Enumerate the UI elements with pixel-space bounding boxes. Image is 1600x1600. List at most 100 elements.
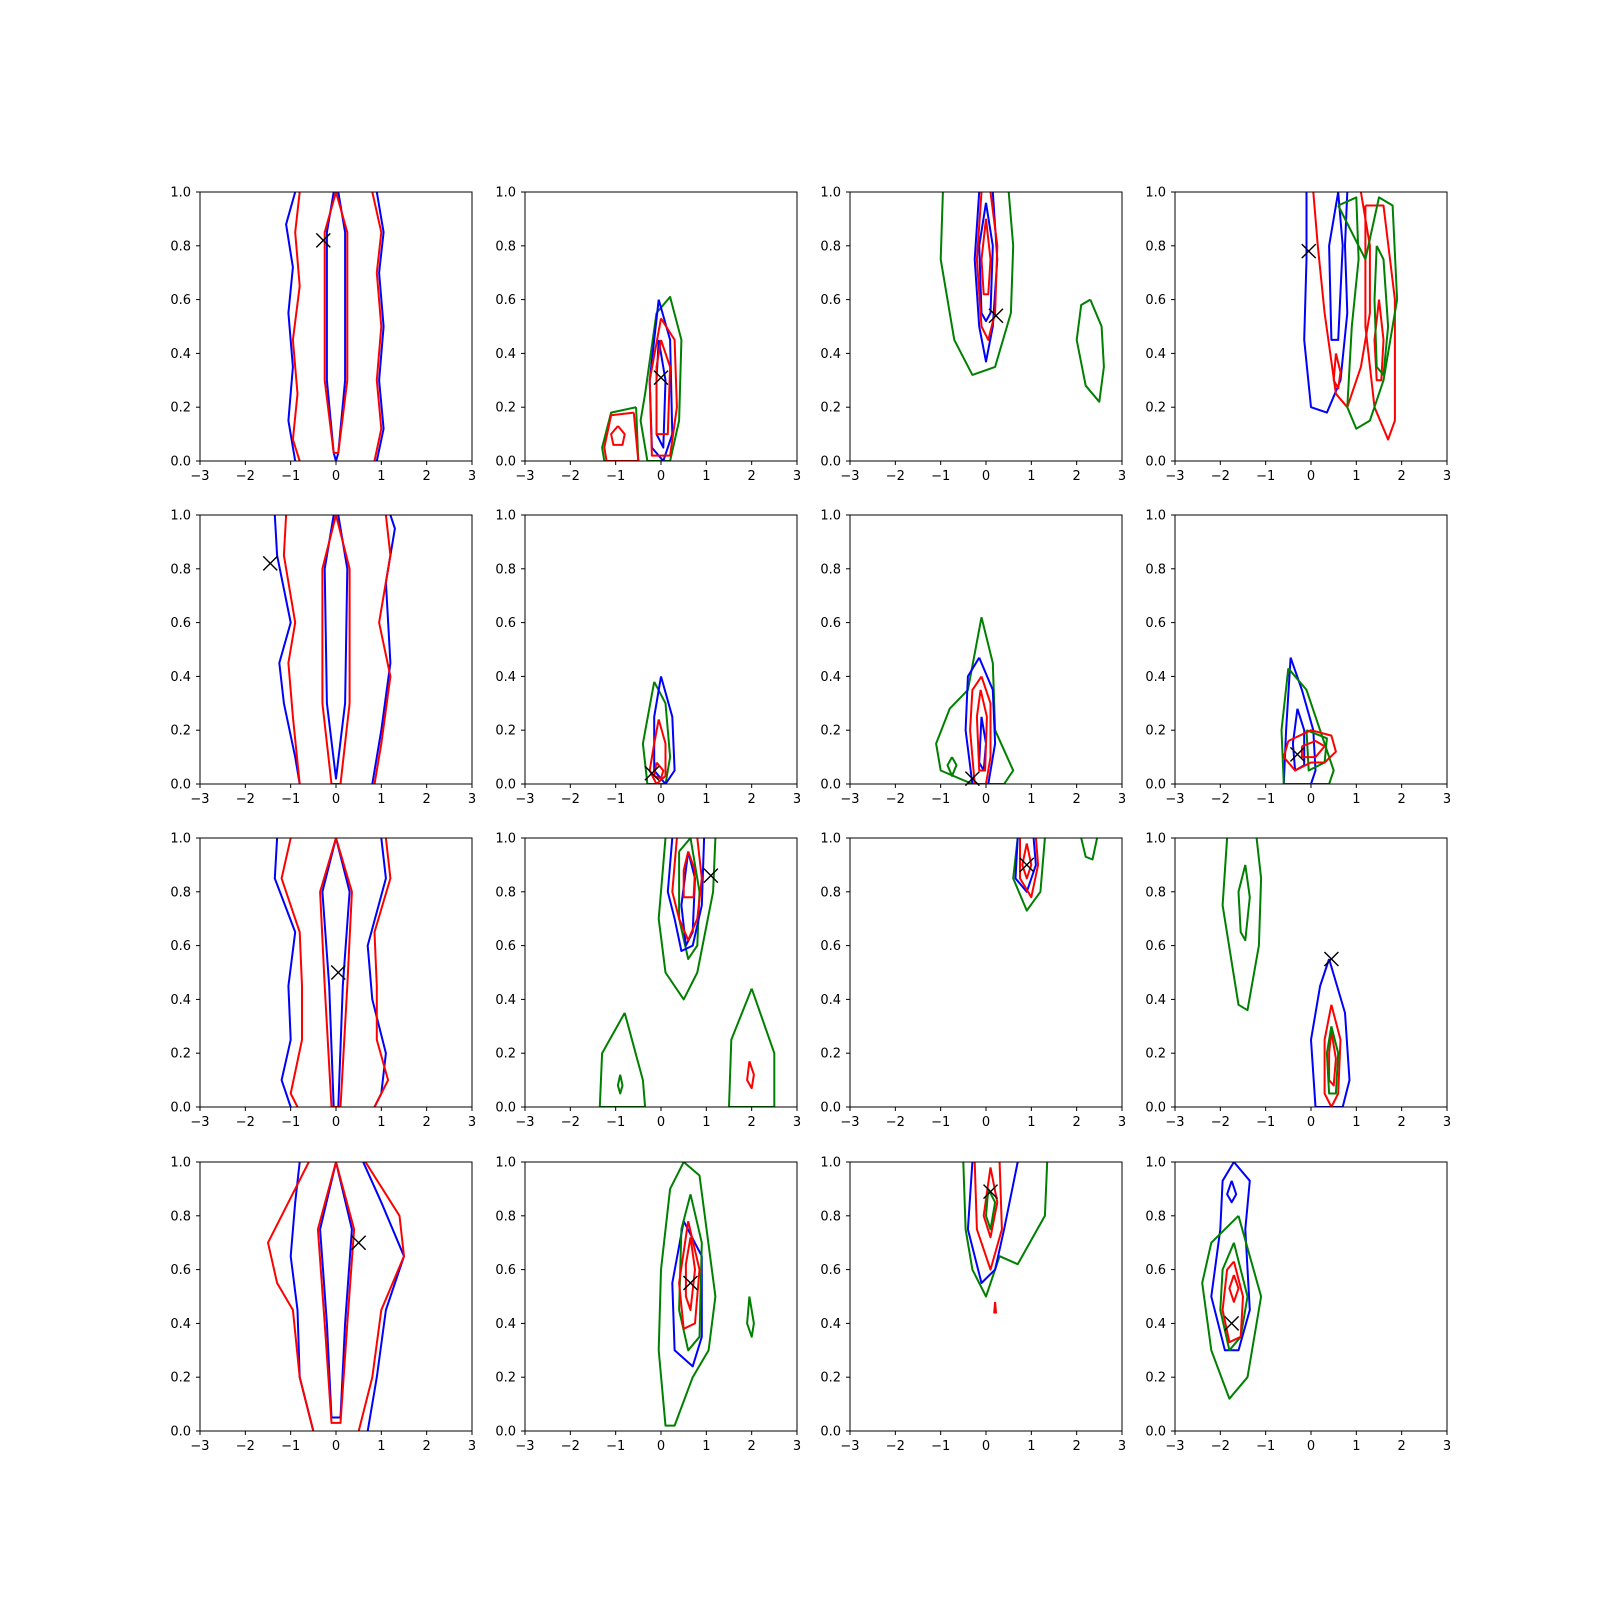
- contour-red: [321, 515, 351, 784]
- y-tick-label: 0.8: [820, 1209, 841, 1224]
- y-tick-label: 0.6: [170, 293, 191, 308]
- axes-frame: [524, 514, 798, 785]
- y-tick-label: 1.0: [820, 1156, 841, 1171]
- x-tick-label: 0: [982, 469, 990, 484]
- y-tick-label: 0.6: [495, 616, 516, 631]
- x-tick-label: 0: [332, 792, 340, 807]
- contour-red: [648, 719, 667, 784]
- y-tick-label: 0.2: [170, 1047, 191, 1062]
- x-tick-label: 3: [1443, 1115, 1451, 1130]
- contour-red: [648, 317, 678, 457]
- contour-red: [319, 838, 353, 1107]
- contour-green: [1201, 1215, 1263, 1400]
- y-tick-label: 0.8: [495, 885, 516, 900]
- x-tick-label: 3: [793, 469, 801, 484]
- y-tick-label: 0.6: [1145, 293, 1166, 308]
- contour-red: [1323, 1004, 1342, 1107]
- x-tick-label: 1: [1352, 1439, 1360, 1454]
- x-tick-label: 3: [468, 1439, 476, 1454]
- contour-green: [1237, 864, 1251, 942]
- x-tick-label: 2: [1398, 469, 1406, 484]
- y-tick-label: 0.6: [170, 939, 191, 954]
- y-tick-label: 0.0: [170, 778, 191, 793]
- y-tick-label: 0.8: [170, 562, 191, 577]
- marker-x-stroke: [262, 555, 278, 571]
- y-tick-label: 0.8: [820, 239, 841, 254]
- y-tick-label: 0.4: [1145, 670, 1166, 685]
- contour-red: [682, 851, 696, 899]
- y-tick-label: 0.0: [170, 1101, 191, 1116]
- x-tick-label: −3: [1165, 792, 1184, 807]
- contour-red: [969, 675, 992, 784]
- y-tick-label: 0.4: [170, 1317, 191, 1332]
- marker-x: [315, 232, 331, 248]
- y-tick-label: 0.4: [495, 347, 516, 362]
- x-tick-label: 3: [793, 1115, 801, 1130]
- y-tick-label: 0.6: [170, 1263, 191, 1278]
- x-tick-label: 2: [1073, 1115, 1081, 1130]
- contour-blue: [323, 515, 349, 780]
- x-tick-label: 1: [377, 1115, 385, 1130]
- contour-green: [1080, 838, 1099, 861]
- contour-green: [1337, 196, 1399, 430]
- y-tick-label: 0.2: [1145, 401, 1166, 416]
- x-tick-label: −3: [190, 1115, 209, 1130]
- x-tick-label: −1: [931, 469, 950, 484]
- contour-red: [1300, 740, 1326, 759]
- y-tick-label: 1.0: [1145, 186, 1166, 201]
- x-tick-label: 2: [423, 792, 431, 807]
- x-tick-label: 2: [1398, 1115, 1406, 1130]
- contour-blue: [1310, 958, 1351, 1107]
- contour-green: [657, 1162, 717, 1427]
- contour-red: [678, 1220, 701, 1330]
- contour-red: [1328, 1031, 1337, 1087]
- marker-x: [351, 1235, 367, 1251]
- axes-frame: [524, 837, 798, 1108]
- contour-green: [935, 616, 1015, 784]
- contour-green: [1325, 1026, 1340, 1095]
- y-tick-label: 0.4: [820, 1317, 841, 1332]
- y-tick-label: 0.8: [495, 562, 516, 577]
- contour-blue: [289, 1162, 315, 1431]
- marker-x: [1289, 746, 1305, 762]
- subplot-3-3: −3 −2 −1 0 1 2 3 0.0 0.2 0.4 0.6 0.8 1.0: [820, 832, 1126, 1131]
- contour-red: [373, 838, 392, 1107]
- marker-x: [262, 555, 278, 571]
- contour-red: [746, 1060, 755, 1090]
- y-tick-label: 0.2: [170, 1371, 191, 1386]
- x-tick-label: 1: [1027, 1115, 1035, 1130]
- y-tick-label: 0.8: [1145, 885, 1166, 900]
- x-tick-label: 2: [748, 792, 756, 807]
- y-tick-label: 1.0: [495, 832, 516, 847]
- y-tick-label: 1.0: [820, 186, 841, 201]
- x-tick-label: 0: [657, 469, 665, 484]
- x-tick-label: −3: [1165, 1439, 1184, 1454]
- marker-x-stroke: [644, 765, 660, 781]
- x-tick-label: 3: [1118, 792, 1126, 807]
- marker-x-stroke: [1301, 243, 1317, 259]
- x-tick-label: −2: [561, 792, 580, 807]
- y-tick-label: 0.2: [820, 401, 841, 416]
- y-tick-label: 0.4: [820, 993, 841, 1008]
- y-tick-label: 0.4: [495, 1317, 516, 1332]
- y-tick-label: 0.2: [170, 401, 191, 416]
- contour-blue: [1226, 1180, 1238, 1204]
- contour-red: [655, 339, 672, 436]
- y-tick-label: 0.4: [170, 347, 191, 362]
- contour-red: [1228, 1274, 1240, 1303]
- subplot-1-4: −3 −2 −1 0 1 2 3 0.0 0.2 0.4 0.6 0.8 1.0: [1145, 186, 1451, 485]
- y-tick-label: 0.2: [1145, 724, 1166, 739]
- contour-green: [985, 1188, 997, 1231]
- marker-x-stroke: [330, 965, 346, 980]
- x-tick-label: −3: [840, 469, 859, 484]
- x-tick-label: −2: [561, 1439, 580, 1454]
- contour-red: [653, 761, 665, 780]
- y-tick-label: 0.8: [495, 239, 516, 254]
- y-tick-label: 0.0: [1145, 455, 1166, 470]
- subplot-4-2: −3 −2 −1 0 1 2 3 0.0 0.2 0.4 0.6 0.8 1.0: [495, 1156, 801, 1455]
- axes-frame: [1174, 837, 1448, 1108]
- x-tick-label: −2: [886, 1115, 905, 1130]
- y-tick-label: 1.0: [495, 509, 516, 524]
- y-tick-label: 0.4: [495, 993, 516, 1008]
- x-tick-label: −1: [1256, 1115, 1275, 1130]
